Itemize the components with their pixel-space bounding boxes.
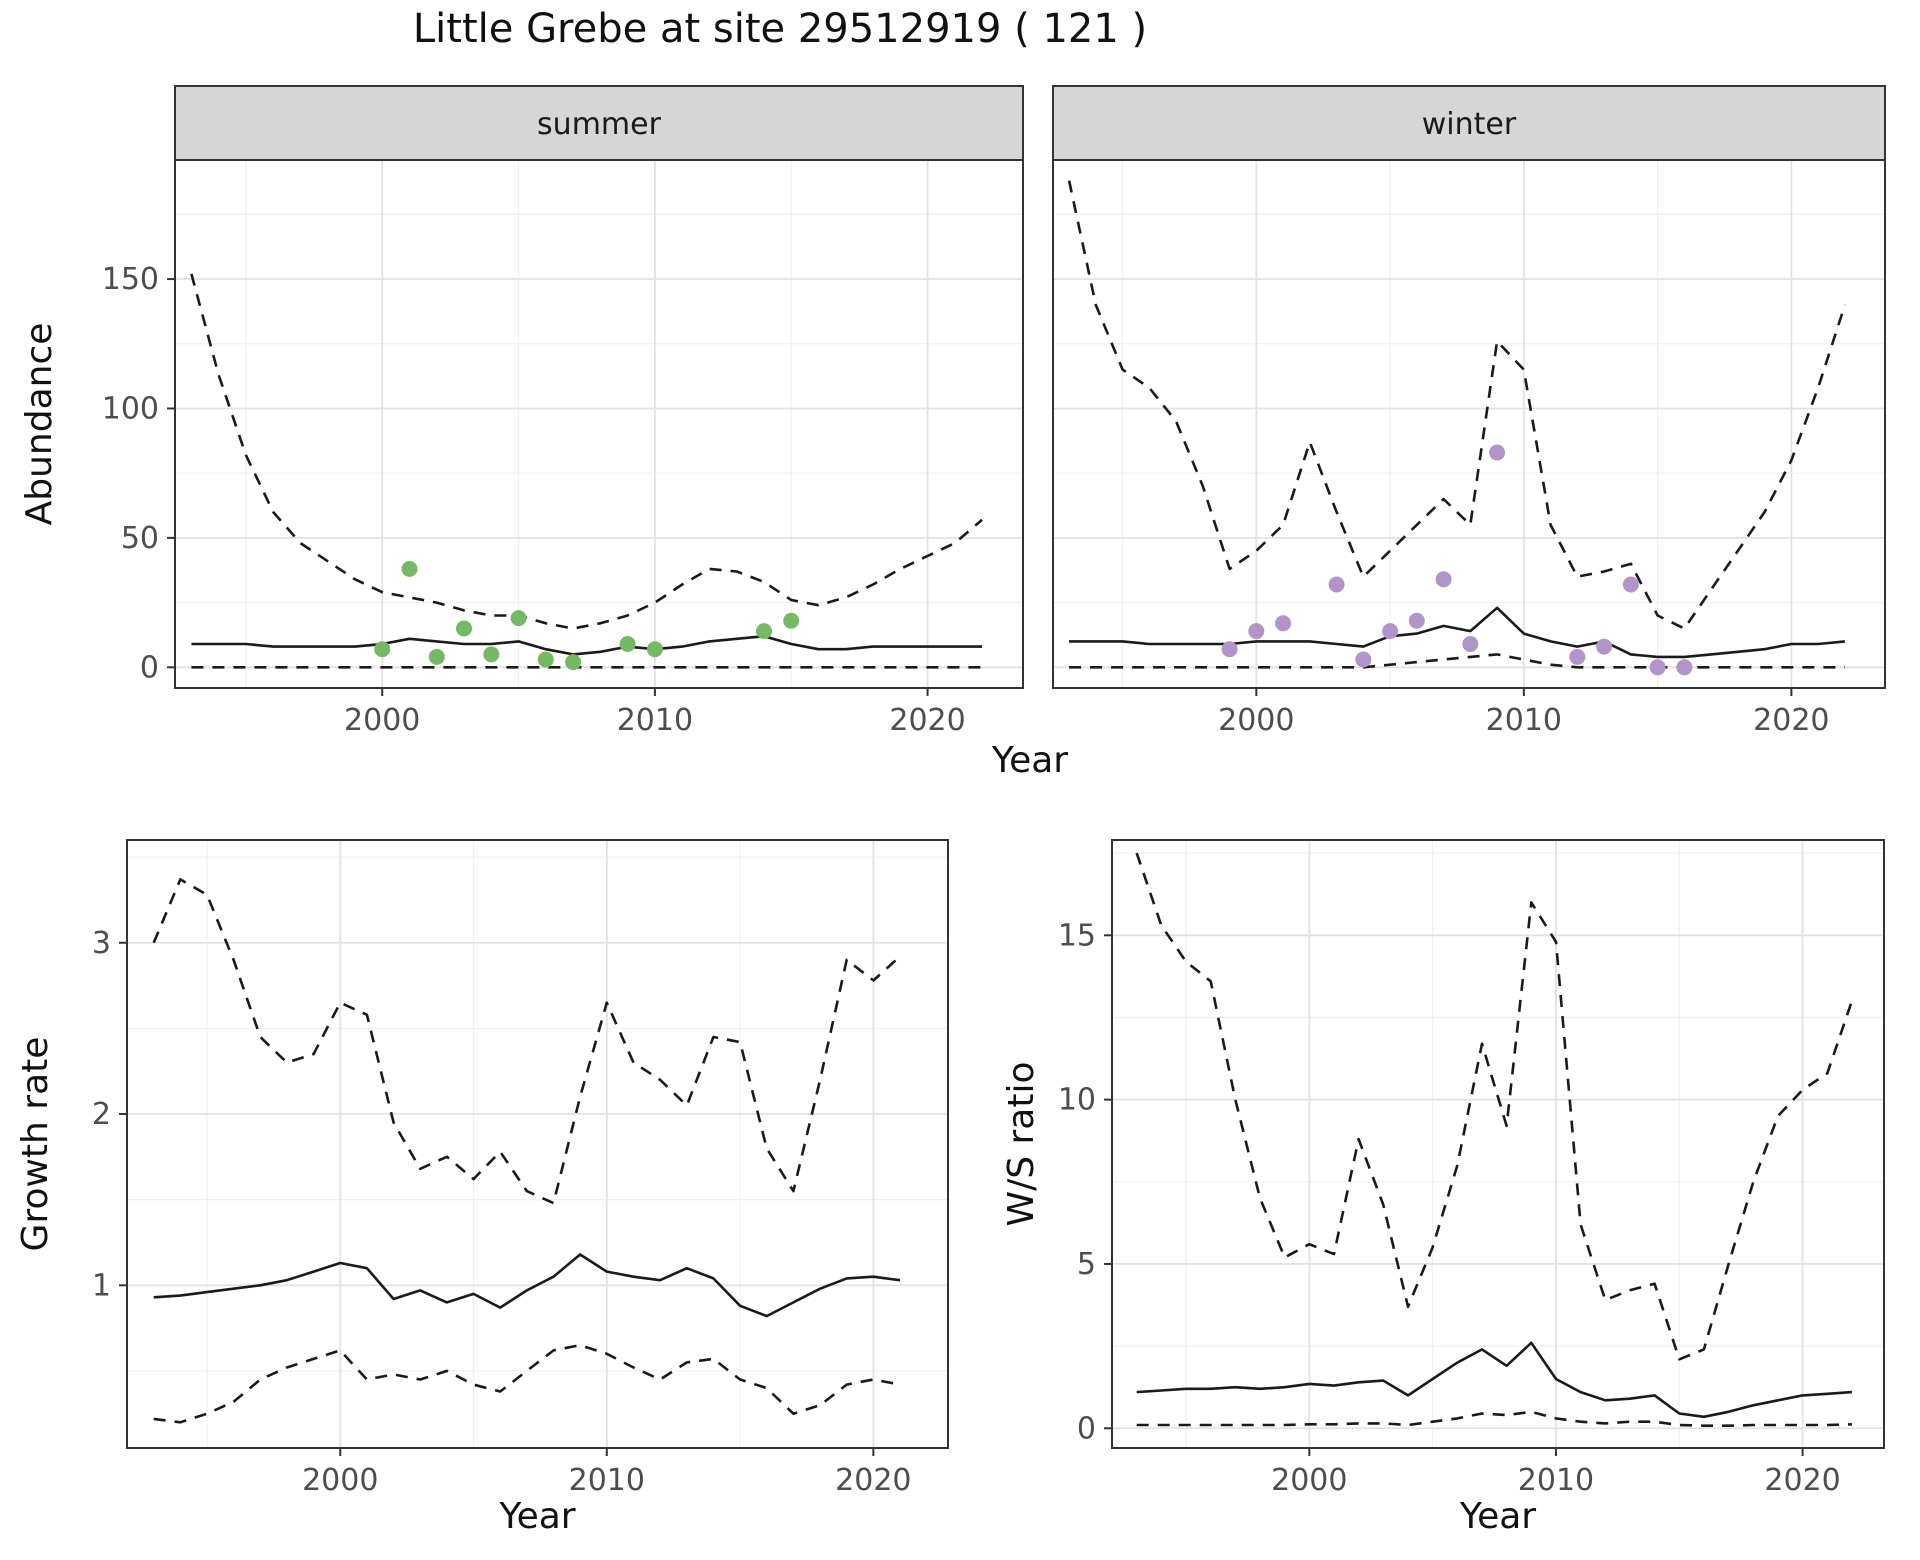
summer-observation-point [483,646,500,663]
growth-panel: 2000 2010 2020 1 2 3 [92,839,949,1498]
ws-median-line [1136,1341,1852,1419]
ws-lower-ci-line [1136,1410,1852,1427]
x-tick-label: 2010 [1486,703,1562,738]
winter-observation-point [1676,659,1693,676]
y-tick-label: 3 [92,926,111,961]
summer-observation-point [428,648,445,665]
summer-observation-point [374,641,391,658]
summer-observation-point [619,636,636,652]
winter-observation-point [1355,651,1372,668]
y-tick-label: 1 [92,1268,111,1303]
winter-facet-label: winter [1422,107,1517,142]
x-tick-label: 2010 [569,1463,645,1498]
x-tick-label: 2020 [1753,703,1829,738]
winter-plot-background [1053,160,1885,688]
y-tick-label: 5 [1077,1247,1096,1282]
summer-upper-ci-line [190,273,983,630]
y-axis-label-growth-rate: Growth rate [15,1036,56,1252]
x-tick-label: 2000 [1218,703,1294,738]
winter-observation-point [1435,571,1452,588]
y-tick-label: 10 [1058,1083,1096,1118]
winter-observation-point [1489,444,1506,461]
winter-observation-point [1248,623,1265,640]
summer-facet-label: summer [537,107,662,142]
y-tick-label: 15 [1058,918,1096,953]
summer-observation-point [646,641,663,658]
x-axis-label-year-ws: Year [1459,1496,1537,1537]
winter-observation-point [1649,659,1666,676]
summer-facet-strip [174,85,1024,161]
ws-panel: 2000 2010 2020 0 5 10 15 [1058,839,1885,1498]
winter-observation-point [1221,641,1238,658]
y-tick-label: 150 [102,262,159,297]
winter-observation-point [1569,648,1586,665]
winter-facet-strip [1052,85,1886,161]
figure-title: Little Grebe at site 29512919 ( 121 ) [412,6,1148,52]
ws-upper-ci-line [1135,852,1854,1361]
x-tick-label: 2000 [302,1463,378,1498]
winter-observation-point [1596,638,1613,655]
winter-observation-point [1408,612,1425,629]
y-tick-label: 2 [92,1097,111,1132]
y-axis-label-ws-ratio: W/S ratio [1001,1061,1042,1227]
growth-upper-ci-line [152,878,901,1205]
y-tick-label: 50 [121,521,159,556]
summer-observation-point [783,612,800,629]
x-tick-label: 2020 [889,703,965,738]
summer-observation-point [756,623,772,640]
summer-observation-point [401,560,418,577]
summer-observation-point [456,620,472,637]
x-axis-label-year-top: Year [991,740,1069,781]
summer-observation-point [537,651,554,668]
y-axis-label-abundance: Abundance [19,322,60,526]
x-tick-label: 2020 [1764,1463,1840,1498]
winter-lower-ci-line [1069,653,1845,669]
winter-median-line [1069,606,1846,659]
y-tick-label: 0 [140,650,159,685]
x-tick-label: 2010 [1518,1463,1594,1498]
winter-upper-ci-line [1067,180,1847,630]
summer-panel: 2000 2010 2020 0 50 100 150 summer [102,85,1024,738]
winter-observation-point [1622,576,1639,593]
winter-observation-point [1462,636,1479,652]
ws-panel-border [1111,839,1885,1449]
x-axis-label-year-growth: Year [499,1496,576,1537]
summer-observation-point [510,610,527,627]
x-tick-label: 2020 [835,1463,911,1498]
summer-median-line [191,634,983,656]
y-tick-label: 100 [102,391,159,426]
x-tick-label: 2010 [617,703,693,738]
growth-lower-ci-line [153,1343,901,1424]
winter-observation-point [1382,623,1399,640]
y-tick-label: 0 [1077,1411,1096,1446]
x-tick-label: 2000 [1271,1463,1347,1498]
winter-observation-point [1275,615,1292,632]
winter-panel: 2000 2010 2020 winter [1052,85,1886,738]
x-tick-label: 2000 [344,703,420,738]
growth-median-line [153,1253,901,1318]
growth-plot-background [127,840,948,1448]
winter-observation-point [1328,576,1345,593]
summer-plot-background [175,160,1023,688]
summer-observation-point [565,654,582,671]
growth-panel-border [126,839,949,1449]
